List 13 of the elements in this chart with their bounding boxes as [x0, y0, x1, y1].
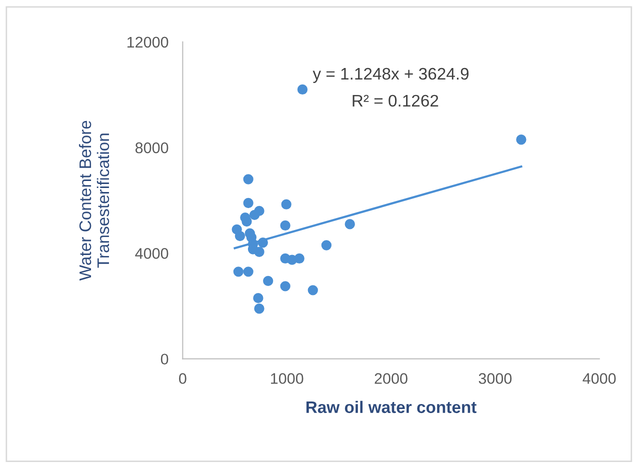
y-axis-title: Water Content Before Transesterification — [78, 120, 110, 281]
y-tick-label: 12000 — [127, 36, 168, 48]
x-tick-label: 0 — [179, 373, 186, 384]
x-tick-label: 4000 — [582, 373, 616, 384]
y-tick-label: 0 — [160, 354, 168, 365]
y-tick-label: 4000 — [135, 248, 168, 259]
x-tick-label: 2000 — [374, 373, 408, 384]
x-tick-label: 1000 — [271, 373, 304, 384]
x-tick-label: 3000 — [478, 373, 512, 384]
annotation: R² = 0.1262 — [352, 94, 438, 107]
y-tick-label: 8000 — [135, 142, 168, 154]
annotation: y = 1.1248x + 3624.9 — [312, 68, 469, 83]
x-axis-title: Raw oil water content — [306, 400, 476, 414]
